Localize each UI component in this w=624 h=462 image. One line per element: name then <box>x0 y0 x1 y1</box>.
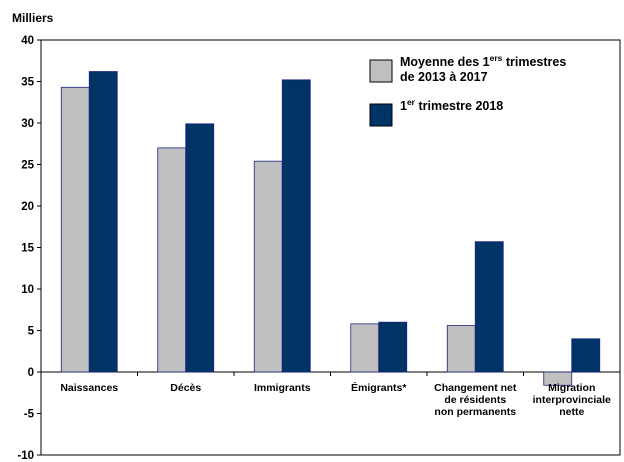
x-tick-label: Naissances <box>60 382 118 394</box>
legend-swatch-0 <box>369 59 393 83</box>
bar-series-1-0 <box>88 71 118 373</box>
bar-series-0-5 <box>543 371 573 386</box>
bar-series-0-4 <box>446 325 476 373</box>
y-tick-label: 0 <box>28 367 34 379</box>
bar-series-1-5 <box>571 338 601 373</box>
bar-series-1-2 <box>281 79 311 373</box>
y-tick-label: 30 <box>21 118 34 130</box>
legend-swatch-1 <box>369 103 393 127</box>
y-unit-label: Milliers <box>12 11 54 25</box>
y-tick-label: 5 <box>28 326 35 338</box>
x-tick-label: Immigrants <box>254 382 311 394</box>
x-tick-label: Migration interprovinciale nette <box>533 382 611 418</box>
x-tick-label: Émigrants* <box>351 381 407 394</box>
bar-series-1-3 <box>378 321 408 373</box>
y-tick-label: 40 <box>21 35 34 47</box>
legend-label-0: Moyenne des 1ers trimestres <box>400 53 566 69</box>
plot-frame <box>40 39 621 456</box>
y-tick-label: 25 <box>21 160 34 172</box>
x-tick-label: Décès <box>170 382 201 394</box>
y-tick-label: 20 <box>21 201 34 213</box>
bar-series-0-2 <box>253 160 283 373</box>
legend-label-1: 1er trimestre 2018 <box>400 97 503 113</box>
bar-series-0-3 <box>350 323 380 373</box>
bar-series-1-4 <box>474 241 504 373</box>
bar-series-1-1 <box>185 123 215 373</box>
y-tick-label: 15 <box>21 243 34 255</box>
legend-label-0: de 2013 à 2017 <box>400 70 488 84</box>
category-labels: Naissances Décès Immigrants Émigrants* Chang… <box>60 381 611 418</box>
y-tick-label: 35 <box>21 77 34 89</box>
y-tick-label: -5 <box>24 409 35 421</box>
bar-series-0-1 <box>157 147 187 373</box>
axes: -10 -5 0 5 10 15 20 25 30 35 40 <box>17 35 621 462</box>
x-tick-label: Changement net de résidents non permanents <box>434 382 517 418</box>
y-tick-label: -10 <box>17 450 34 462</box>
y-tick-label: 10 <box>21 284 34 296</box>
bars <box>60 71 601 386</box>
bar-series-0-0 <box>60 86 90 373</box>
